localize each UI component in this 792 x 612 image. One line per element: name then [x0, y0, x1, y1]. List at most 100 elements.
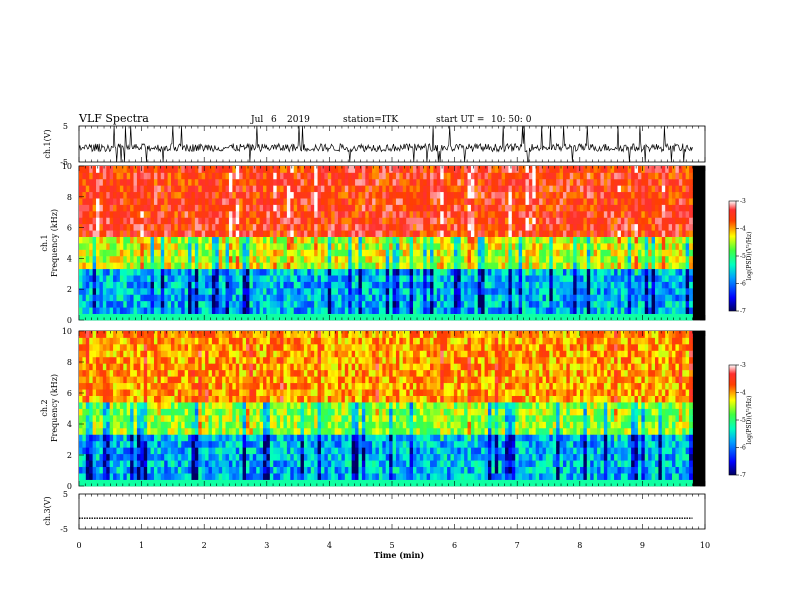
spec1-cell — [102, 255, 107, 263]
spec1-cell — [228, 185, 233, 193]
spec1-cell — [341, 217, 346, 225]
spec1-cell — [610, 236, 615, 244]
spec1-cell — [181, 255, 186, 263]
spec1-cell — [665, 294, 670, 302]
spec1-cell — [447, 262, 451, 270]
spec1-cell — [256, 294, 261, 302]
spec1-cell — [402, 262, 407, 270]
spec1-cell — [263, 166, 267, 173]
spec1-cell — [102, 217, 107, 225]
spec1-cell — [430, 307, 434, 314]
spec1-cell — [545, 236, 550, 244]
spec1-cell — [116, 230, 121, 237]
spec1-cell — [280, 172, 284, 180]
spec1-cell — [119, 300, 124, 308]
spec1-cell — [590, 262, 595, 270]
spec2-cell — [150, 337, 155, 345]
spec1-cell — [235, 191, 240, 199]
spec1-cell — [157, 262, 162, 270]
spec1-cell — [269, 172, 274, 180]
spec1-cell — [624, 281, 629, 289]
spec1-cell — [222, 191, 226, 199]
spec1-cell — [228, 255, 233, 263]
spec1-cell — [269, 249, 274, 257]
spec1-cell — [378, 287, 383, 295]
spec1-cell — [648, 223, 652, 231]
spec1-cell — [307, 178, 312, 186]
spec1-cell — [106, 204, 111, 212]
spec1-cell — [174, 243, 179, 250]
spec1-cell — [365, 294, 370, 302]
spec1-cell — [188, 268, 192, 276]
spec1-cell — [389, 185, 393, 193]
spec1-cell — [416, 204, 421, 212]
spec1-cell — [310, 166, 315, 173]
spec1-cell — [443, 178, 448, 186]
spec1-cell — [559, 313, 564, 321]
spec1-cell — [590, 313, 595, 321]
spec1-cell — [167, 294, 172, 302]
spec1-cell — [102, 166, 107, 173]
spec2-cell — [153, 460, 158, 468]
spec1-cell — [130, 204, 134, 212]
spec1-cell — [651, 268, 656, 276]
spec2-cell — [99, 402, 104, 409]
spec1-cell — [484, 198, 489, 205]
spec1-cell — [310, 178, 315, 186]
spec1-cell — [457, 217, 462, 225]
spec1-cell — [136, 223, 141, 231]
spec1-cell — [668, 262, 673, 270]
spec1-cell — [593, 249, 598, 257]
spec1-cell — [518, 313, 523, 321]
spec1-cell — [576, 236, 581, 244]
spec1-cell — [147, 223, 151, 231]
spec1-cell — [181, 204, 186, 212]
spec1-cell — [320, 223, 325, 231]
spec2-cell — [85, 421, 90, 429]
spec1-cell — [515, 243, 520, 250]
spec1-cell — [276, 249, 281, 257]
spec1-cell — [498, 172, 503, 180]
spec1-cell — [392, 198, 397, 205]
spec1-cell — [600, 249, 605, 257]
spec2-cell — [92, 356, 97, 364]
spec1-cell — [382, 217, 387, 225]
spec1-cell — [269, 287, 274, 295]
spec1-cell — [375, 236, 380, 244]
spec1-cell — [365, 275, 370, 282]
spec1-cell — [266, 210, 271, 218]
spec1-cell — [637, 204, 642, 212]
spec1-cell — [177, 210, 182, 218]
spec1-cell — [320, 230, 325, 237]
spec1-cell — [539, 236, 543, 244]
spec1-cell — [426, 223, 431, 231]
spec1-cell — [276, 307, 281, 314]
spec1-cell — [436, 294, 441, 302]
spec1-cell — [372, 287, 376, 295]
spec1-cell — [184, 217, 189, 225]
spec2-cell — [99, 447, 104, 455]
spec1-cell — [191, 275, 196, 282]
spec2-cell — [85, 440, 90, 448]
spec1-cell — [188, 262, 192, 270]
spec2-cell — [140, 479, 145, 487]
spec2-cell — [96, 427, 100, 435]
spec1-cell — [419, 172, 424, 180]
spec1-cell — [658, 281, 663, 289]
spec1-cell — [140, 210, 145, 218]
spec1-cell — [235, 268, 240, 276]
spec1-cell — [269, 223, 274, 231]
spec1-cell — [440, 191, 445, 199]
spec1-cell — [92, 313, 97, 321]
spec1-cell — [153, 198, 158, 205]
spec1-cell — [423, 255, 428, 263]
spec1-cell — [535, 198, 540, 205]
spec1-cell — [297, 281, 301, 289]
spec1-cell — [327, 281, 332, 289]
spec1-cell — [617, 223, 622, 231]
spec1-cell — [569, 300, 574, 308]
spec2-cell — [109, 408, 114, 416]
spec1-cell — [375, 178, 380, 186]
spec1-cell — [338, 313, 342, 321]
spec1-cell — [549, 191, 554, 199]
